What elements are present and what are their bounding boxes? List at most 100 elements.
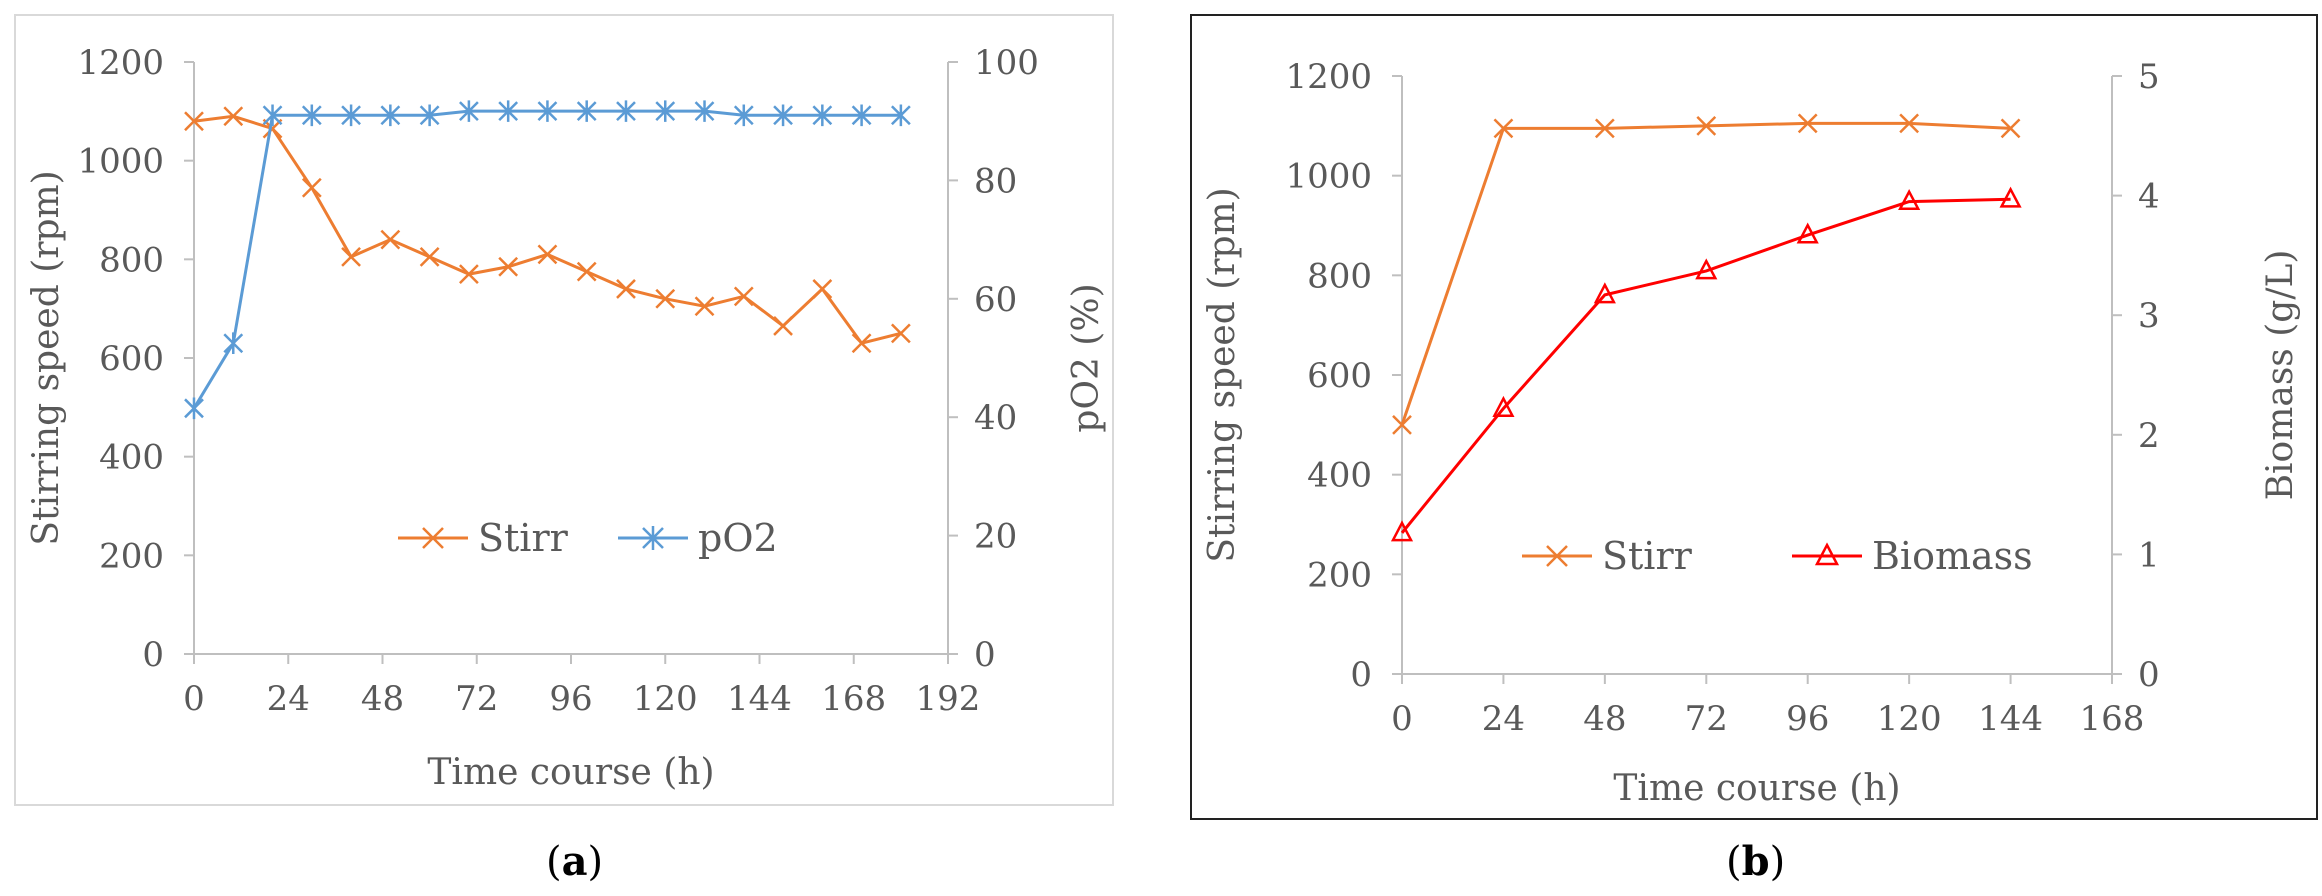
y2-tick-label: 1 — [2138, 535, 2160, 575]
x-tick-label: 48 — [361, 679, 404, 719]
y-tick-label: 600 — [1307, 356, 1372, 396]
caption-b: (b) — [1726, 838, 1786, 885]
data-point-biomass — [1796, 222, 1819, 244]
data-point-po2 — [341, 104, 361, 127]
x-tick-label: 96 — [1786, 699, 1829, 739]
chart-b-svg: 0 24 48 72 96 120 144 1680200400600800100012000… — [1202, 57, 2301, 809]
data-point-stirr — [537, 244, 558, 265]
data-point-stirr — [341, 246, 361, 267]
data-point-biomass — [1593, 282, 1616, 304]
legend-label-biomass: Biomass — [1872, 534, 2033, 578]
data-point-stirr — [890, 323, 911, 344]
data-point-stirr — [1392, 414, 1412, 435]
data-point-stirr — [1493, 118, 1514, 139]
x-tick-label: 0 — [1391, 699, 1413, 739]
x-tick-label: 72 — [455, 679, 498, 719]
caption-a: (a) — [546, 838, 604, 885]
data-point-po2 — [890, 104, 911, 127]
data-point-stirr — [1899, 113, 1920, 134]
data-point-po2 — [773, 104, 793, 127]
y-axis-title: Stirring speed (rpm) — [26, 170, 67, 545]
data-point-po2 — [223, 332, 244, 354]
data-point-po2 — [733, 104, 754, 127]
y2-tick-label: 20 — [974, 517, 1017, 557]
x-tick-label: 120 — [633, 679, 698, 719]
legend-label-stirr: Stirr — [478, 516, 569, 560]
data-point-biomass — [1898, 188, 1921, 211]
data-point-po2 — [537, 100, 558, 122]
series-line-stirr — [193, 114, 902, 345]
data-point-stirr — [301, 177, 322, 198]
data-point-stirr — [223, 106, 244, 127]
data-point-stirr — [812, 279, 833, 299]
y2-tick-label: 5 — [2138, 57, 2160, 97]
y-tick-label: 1000 — [77, 142, 164, 182]
y2-tick-label: 0 — [974, 635, 996, 675]
data-point-stirr — [419, 246, 440, 267]
y-tick-label: 800 — [1307, 256, 1372, 296]
y2-tick-label: 40 — [974, 398, 1017, 438]
chart-a-svg: 0 24 48 72 96 120 144 168 1920200400600800100012… — [26, 43, 1107, 793]
data-point-stirr — [459, 264, 479, 285]
legend-marker-biomass — [1814, 542, 1840, 566]
data-point-po2 — [498, 100, 519, 122]
y-tick-label: 400 — [99, 438, 164, 478]
legend-label-stirr: Stirr — [1602, 534, 1693, 578]
x-tick-label: 168 — [2080, 699, 2145, 739]
data-point-po2 — [694, 100, 715, 122]
data-point-stirr — [694, 296, 715, 317]
data-point-po2 — [576, 100, 597, 122]
y-tick-label: 200 — [1307, 555, 1372, 595]
y-tick-label: 0 — [142, 635, 164, 675]
data-point-po2 — [301, 104, 322, 127]
data-point-stirr — [1797, 113, 1818, 134]
data-point-stirr — [733, 286, 754, 307]
legend-marker-stirr — [422, 527, 444, 549]
legend-marker-po2 — [642, 526, 664, 550]
chart-panel-b: 0 24 48 72 96 120 144 168 0 200 400 600 800 1000 1200 0… — [1190, 14, 2318, 820]
legend-label-po2: pO2 — [698, 516, 778, 560]
x-tick-label: 192 — [916, 679, 981, 719]
x-tick-label: 24 — [267, 679, 310, 719]
data-point-stirr — [498, 256, 519, 277]
data-point-stirr — [380, 229, 401, 250]
data-point-po2 — [419, 104, 440, 127]
data-point-po2 — [616, 100, 636, 122]
data-point-stirr — [184, 111, 204, 132]
x-tick-label: 144 — [727, 679, 792, 719]
y2-tick-label: 100 — [974, 43, 1039, 83]
y2-tick-label: 4 — [2138, 177, 2160, 217]
y2-tick-label: 60 — [974, 280, 1017, 320]
data-point-stirr — [1696, 115, 1717, 136]
data-point-po2 — [380, 104, 401, 127]
data-point-biomass — [1695, 258, 1718, 280]
data-point-stirr — [576, 261, 597, 282]
legend-marker-stirr — [1546, 545, 1568, 567]
data-point-po2 — [655, 100, 676, 122]
data-point-biomass — [1492, 395, 1515, 417]
x-tick-label: 144 — [1978, 699, 2043, 739]
data-point-po2 — [812, 104, 833, 127]
y2-tick-label: 2 — [2138, 416, 2160, 456]
x-tick-label: 96 — [549, 679, 592, 719]
x-tick-label: 24 — [1482, 699, 1525, 739]
data-point-po2 — [184, 397, 204, 420]
data-point-biomass — [1999, 186, 2022, 208]
chart-panel-a: 0 24 48 72 96 120 144 168 192 0 200 400 600 800 1000 12… — [14, 14, 1114, 806]
data-point-po2 — [262, 104, 283, 127]
y-tick-label: 1000 — [1285, 157, 1372, 197]
y-tick-label: 600 — [99, 339, 164, 379]
y-tick-label: 200 — [99, 536, 164, 576]
x-tick-label: 168 — [821, 679, 886, 719]
data-point-po2 — [459, 100, 479, 122]
y2-axis-title: pO2 (%) — [1066, 283, 1107, 432]
y-tick-label: 1200 — [77, 43, 164, 83]
y-axis-title: Stirring speed (rpm) — [1202, 187, 1243, 562]
data-point-stirr — [616, 279, 636, 299]
data-point-biomass — [1390, 520, 1414, 542]
series-line-biomass — [1400, 197, 2011, 534]
y-tick-label: 400 — [1307, 456, 1372, 496]
y2-tick-label: 0 — [2138, 655, 2160, 695]
x-tick-label: 0 — [183, 679, 205, 719]
series-line-stirr — [1400, 121, 2011, 426]
